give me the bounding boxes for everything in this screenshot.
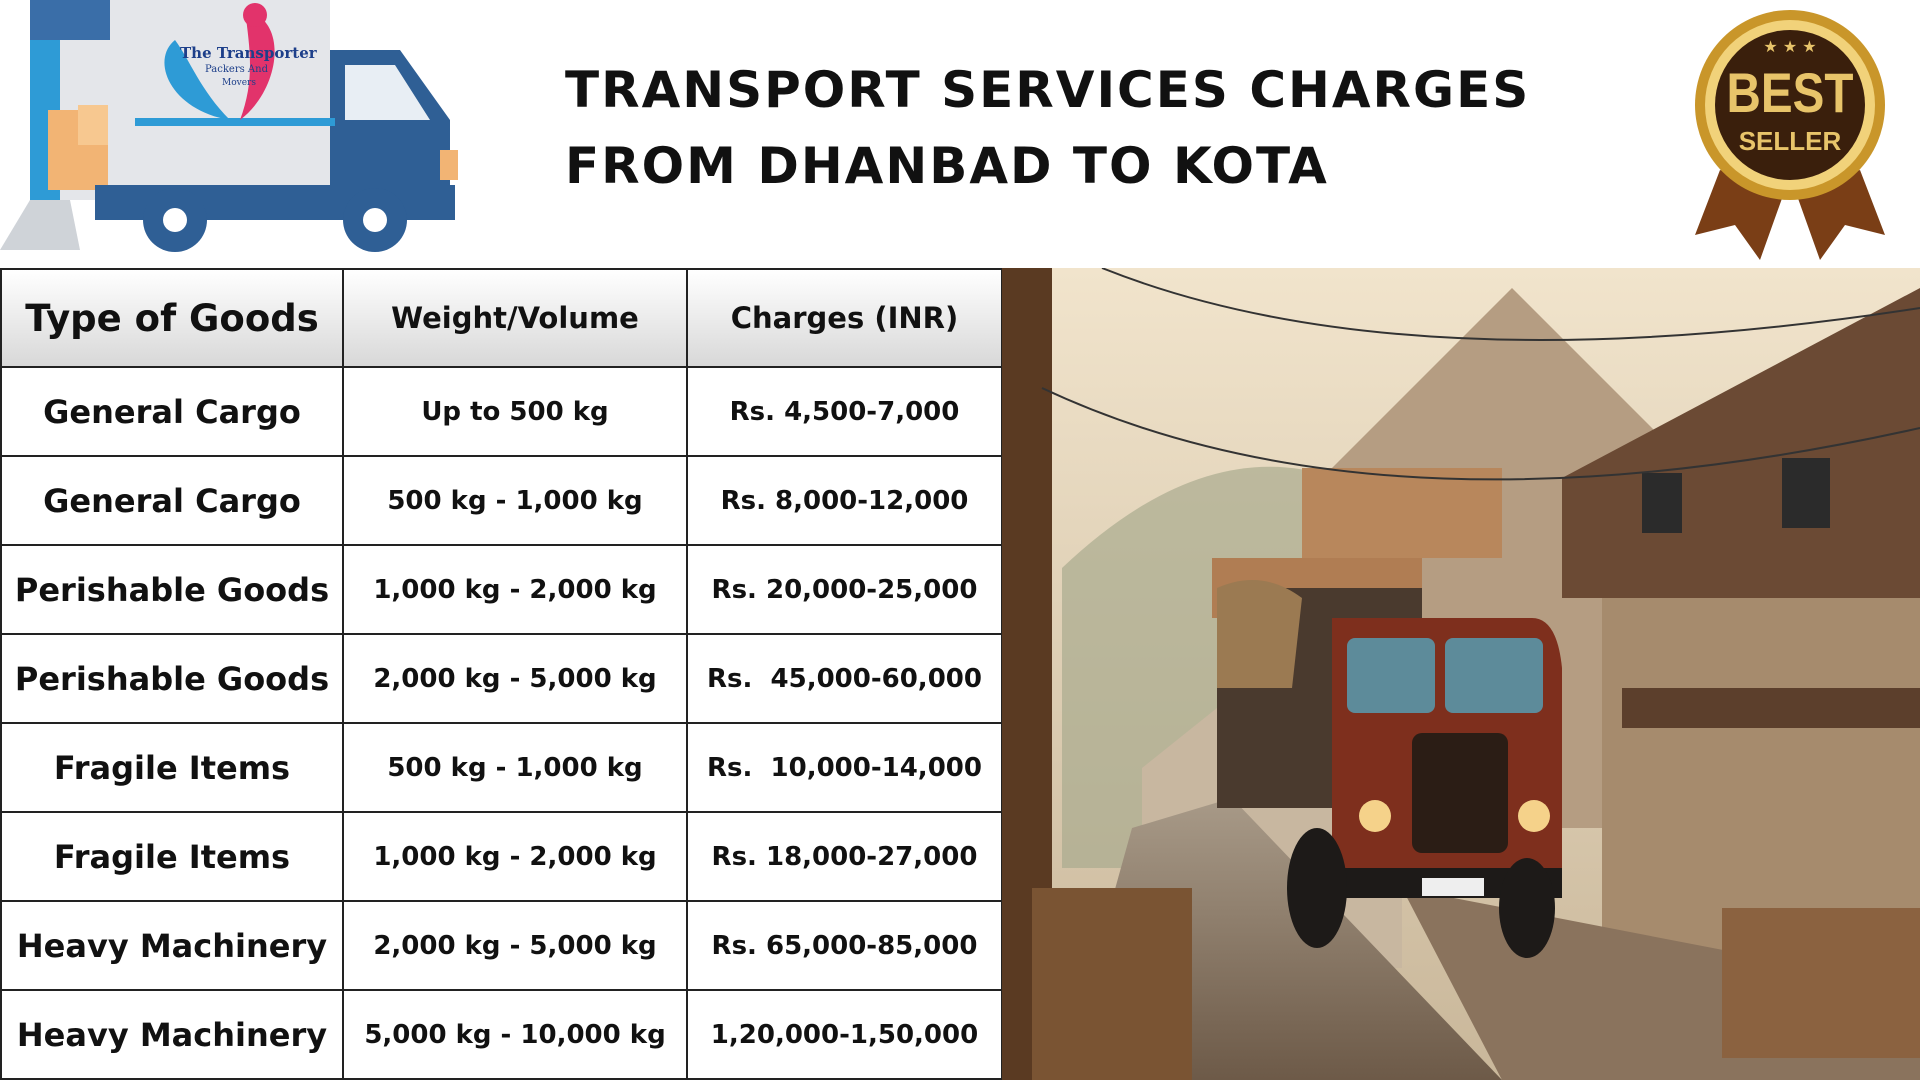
table-cell: General Cargo	[0, 455, 344, 546]
logo-truck: The Transporter Packers And Movers	[0, 0, 458, 252]
badge-text: BEST	[1727, 62, 1854, 124]
title-line: TRANSPORT SERVICES CHARGES	[565, 61, 1531, 119]
table-cell: Rs. 18,000-27,000	[686, 811, 1003, 902]
table-row: Fragile Items 1,000 kg - 2,000 kg Rs. 18,0…	[0, 811, 1003, 902]
table-cell: Rs. 8,000-12,000	[686, 455, 1003, 546]
badge-text: SELLER	[1739, 126, 1842, 156]
best-seller-badge: BEST SELLER ★ ★ ★	[1695, 10, 1885, 260]
column-header: Weight/Volume	[342, 268, 688, 368]
table-cell: Heavy Machinery	[0, 989, 344, 1080]
table-cell: Perishable Goods	[0, 633, 344, 724]
table-cell: Rs. 65,000-85,000	[686, 900, 1003, 991]
table-row: Perishable Goods 2,000 kg - 5,000 kg Rs. 4…	[0, 633, 1003, 724]
table-cell: Heavy Machinery	[0, 900, 344, 991]
logo-text: The Transporter	[180, 44, 318, 62]
table-cell: 500 kg - 1,000 kg	[342, 455, 688, 546]
table-cell: Fragile Items	[0, 722, 344, 813]
table-body: General Cargo Up to 500 kg Rs. 4,500-7,000…	[0, 366, 1003, 1080]
title-line: FROM DHANBAD TO KOTA	[565, 137, 1329, 195]
logo-text: Movers	[222, 78, 256, 88]
table-row: General Cargo 500 kg - 1,000 kg Rs. 8,000-…	[0, 455, 1003, 546]
table-cell: 1,000 kg - 2,000 kg	[342, 811, 688, 902]
table-cell: Up to 500 kg	[342, 366, 688, 457]
title: TRANSPORT SERVICES CHARGES FROM DHANBAD …	[565, 52, 1530, 204]
table-cell: Rs. 20,000-25,000	[686, 544, 1003, 635]
table-row: General Cargo Up to 500 kg Rs. 4,500-7,000	[0, 366, 1003, 457]
table-row: Fragile Items 500 kg - 1,000 kg Rs. 10,000…	[0, 722, 1003, 813]
truck-photo	[1002, 268, 1920, 1080]
charges-table: Type of Goods Weight/Volume Charges (INR) …	[0, 268, 1003, 1080]
table-cell: Rs. 4,500-7,000	[686, 366, 1003, 457]
table-cell: General Cargo	[0, 366, 344, 457]
table-cell: Rs. 45,000-60,000	[686, 633, 1003, 724]
table-cell: Fragile Items	[0, 811, 344, 902]
badge-stars: ★ ★ ★	[1763, 37, 1816, 56]
header-row: Type of Goods Weight/Volume Charges (INR)	[0, 268, 1003, 368]
table-cell: 1,20,000-1,50,000	[686, 989, 1003, 1080]
table-cell: 2,000 kg - 5,000 kg	[342, 633, 688, 724]
column-header: Type of Goods	[0, 268, 344, 368]
table-cell: 500 kg - 1,000 kg	[342, 722, 688, 813]
table-row: Perishable Goods 1,000 kg - 2,000 kg Rs. 2…	[0, 544, 1003, 635]
logo-text: Packers And	[205, 64, 269, 75]
table-row: Heavy Machinery 2,000 kg - 5,000 kg Rs. 65…	[0, 900, 1003, 991]
table-cell: Rs. 10,000-14,000	[686, 722, 1003, 813]
table-cell: 5,000 kg - 10,000 kg	[342, 989, 688, 1080]
table-cell: Perishable Goods	[0, 544, 344, 635]
table-cell: 1,000 kg - 2,000 kg	[342, 544, 688, 635]
column-header: Charges (INR)	[686, 268, 1003, 368]
table-cell: 2,000 kg - 5,000 kg	[342, 900, 688, 991]
table-row: Heavy Machinery 5,000 kg - 10,000 kg 1,20,…	[0, 989, 1003, 1080]
